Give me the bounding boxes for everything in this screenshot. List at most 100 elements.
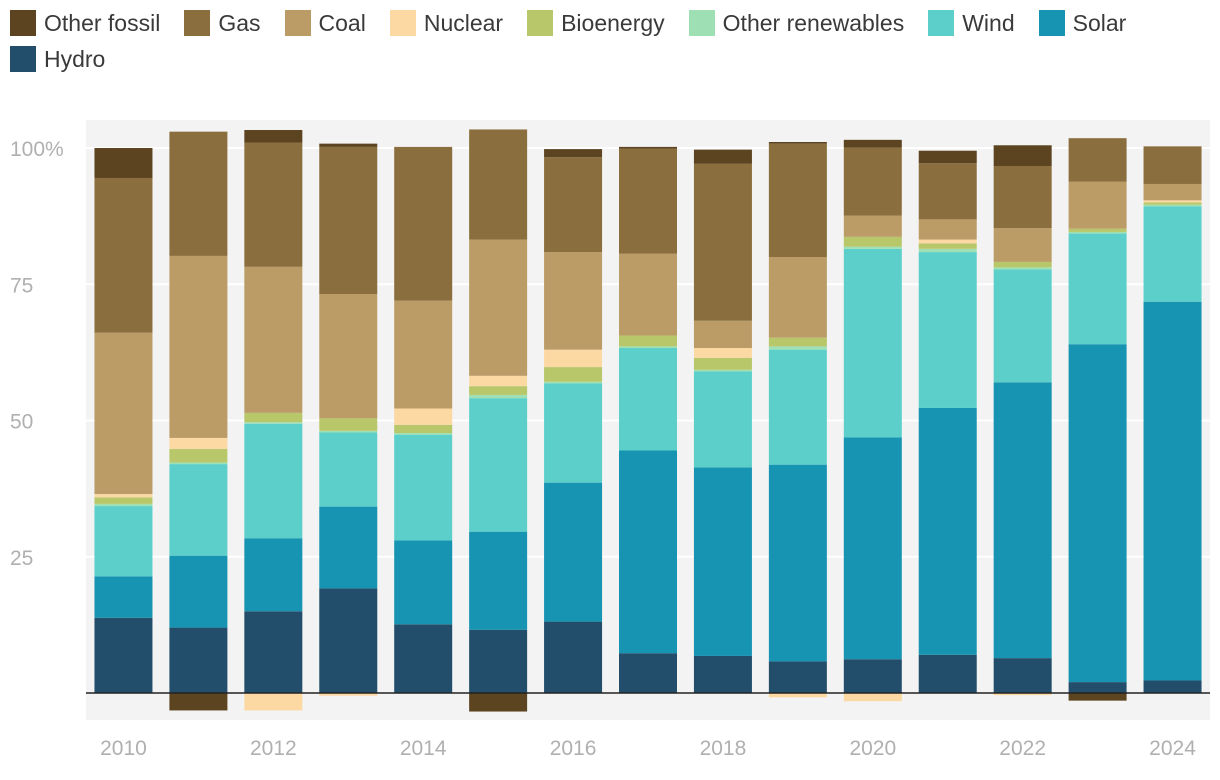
- bar-wind-2012: [244, 423, 303, 539]
- bar-wind-2014: [394, 434, 453, 541]
- bar-bioenergy-2017: [619, 335, 677, 347]
- bar-gas-2019: [768, 143, 827, 257]
- x-tick-label-2010: 2010: [100, 737, 147, 760]
- x-tick-label-2020: 2020: [849, 737, 896, 760]
- bar-gas-2014: [394, 146, 453, 301]
- bar-gas-2022: [993, 165, 1052, 229]
- bar-other-fossil-2015: [469, 693, 528, 712]
- bar-bioenergy-2010: [94, 497, 153, 504]
- bar-solar-2015: [469, 531, 528, 630]
- bar-hydro-2011: [169, 627, 228, 693]
- bar-coal-2013: [319, 294, 378, 419]
- legend-item-other-fossil: Other fossil: [10, 10, 160, 36]
- legend-label-nuclear: Nuclear: [423, 9, 504, 36]
- bar-bioenergy-2016: [544, 367, 603, 382]
- legend-item-other-renewables: Other renewables: [688, 9, 905, 36]
- bar-nuclear-2020: [843, 693, 902, 702]
- bar-hydro-2023: [1068, 682, 1127, 693]
- bar-wind-2013: [319, 432, 378, 507]
- bar-coal-2022: [993, 228, 1052, 262]
- bar-other-renewables-2021: [918, 248, 977, 253]
- bar-other-renewables-2015: [469, 394, 528, 399]
- bar-other-renewables-2023: [1068, 231, 1127, 234]
- bar-nuclear-2015: [469, 375, 528, 387]
- bar-coal-2018: [693, 320, 752, 349]
- bar-solar-2010: [94, 576, 153, 618]
- bar-bioenergy-2020: [843, 236, 902, 247]
- bar-other-renewables-2020: [843, 246, 902, 249]
- bar-other-fossil-2018: [693, 149, 752, 164]
- legend-item-gas: Gas: [184, 9, 261, 36]
- bar-coal-2019: [768, 257, 827, 338]
- bar-nuclear-2022: [993, 693, 1052, 696]
- y-tick-label-50: 50: [10, 411, 33, 434]
- bar-other-renewables-2013: [319, 430, 378, 433]
- bar-coal-2012: [244, 266, 303, 413]
- x-tick-label-2012: 2012: [250, 737, 297, 760]
- bar-solar-2022: [993, 382, 1052, 659]
- bar-coal-2014: [394, 300, 453, 409]
- bar-coal-2017: [619, 253, 677, 336]
- bar-hydro-2020: [843, 659, 902, 693]
- bar-wind-2024: [1143, 206, 1202, 302]
- bar-hydro-2021: [918, 654, 977, 693]
- y-tick-label-75: 75: [10, 274, 33, 297]
- bar-other-renewables-2016: [544, 381, 603, 384]
- bar-bioenergy-2011: [169, 448, 228, 463]
- bar-other-fossil-2016: [544, 149, 603, 158]
- bar-gas-2020: [843, 147, 902, 216]
- bar-coal-2024: [1143, 183, 1202, 201]
- legend-label-wind: Wind: [962, 9, 1015, 36]
- bar-solar-2011: [169, 555, 228, 628]
- bar-hydro-2010: [94, 617, 153, 693]
- bar-bioenergy-2015: [469, 386, 528, 395]
- legend-item-coal: Coal: [284, 9, 366, 36]
- bar-other-fossil-2021: [918, 150, 977, 164]
- bar-other-fossil-2023: [1068, 693, 1127, 701]
- bar-solar-2020: [843, 437, 902, 660]
- legend-item-nuclear: Nuclear: [389, 9, 504, 36]
- legend-label-coal: Coal: [318, 9, 366, 36]
- bar-coal-2015: [469, 239, 528, 376]
- bar-other-fossil-2011: [169, 693, 228, 711]
- bar-bioenergy-2013: [319, 418, 378, 431]
- bar-other-renewables-2019: [768, 346, 827, 350]
- legend-swatch-hydro: [10, 46, 36, 72]
- bar-coal-2021: [918, 219, 977, 240]
- bar-wind-2023: [1068, 233, 1127, 345]
- bar-bioenergy-2014: [394, 424, 453, 434]
- bar-gas-2024: [1143, 146, 1202, 184]
- bar-nuclear-2011: [169, 437, 228, 449]
- legend-label-other-fossil: Other fossil: [44, 9, 161, 36]
- bar-coal-2020: [843, 215, 902, 237]
- bar-wind-2020: [843, 248, 902, 438]
- bar-wind-2015: [469, 398, 528, 532]
- bar-solar-2014: [394, 540, 453, 625]
- bar-other-renewables-2024: [1143, 204, 1202, 207]
- x-tick-label-2024: 2024: [1149, 737, 1196, 760]
- legend-swatch-solar: [1038, 10, 1065, 36]
- bar-solar-2023: [1068, 344, 1127, 683]
- bar-gas-2016: [544, 157, 603, 253]
- bar-gas-2021: [918, 163, 977, 220]
- bar-wind-2019: [768, 349, 827, 465]
- bar-nuclear-2018: [693, 348, 752, 358]
- bar-bioenergy-2024: [1143, 202, 1202, 205]
- legend-item-wind: Wind: [928, 9, 1015, 36]
- legend-item-hydro: Hydro: [10, 46, 105, 72]
- legend-label-gas: Gas: [218, 9, 261, 36]
- bar-other-fossil-2013: [319, 143, 378, 147]
- bar-other-renewables-2018: [693, 369, 752, 372]
- bar-hydro-2016: [544, 621, 603, 693]
- bar-other-renewables-2022: [993, 267, 1052, 270]
- bar-coal-2023: [1068, 181, 1127, 229]
- bar-hydro-2015: [469, 629, 528, 693]
- bar-wind-2017: [619, 348, 677, 451]
- x-tick-label-2022: 2022: [999, 737, 1046, 760]
- legend-swatch-gas: [184, 10, 211, 36]
- bar-wind-2018: [693, 371, 752, 468]
- legend-label-other-renewables: Other renewables: [722, 9, 905, 36]
- bar-gas-2018: [693, 163, 752, 321]
- legend-swatch-other-renewables: [688, 10, 715, 36]
- bar-solar-2012: [244, 538, 303, 612]
